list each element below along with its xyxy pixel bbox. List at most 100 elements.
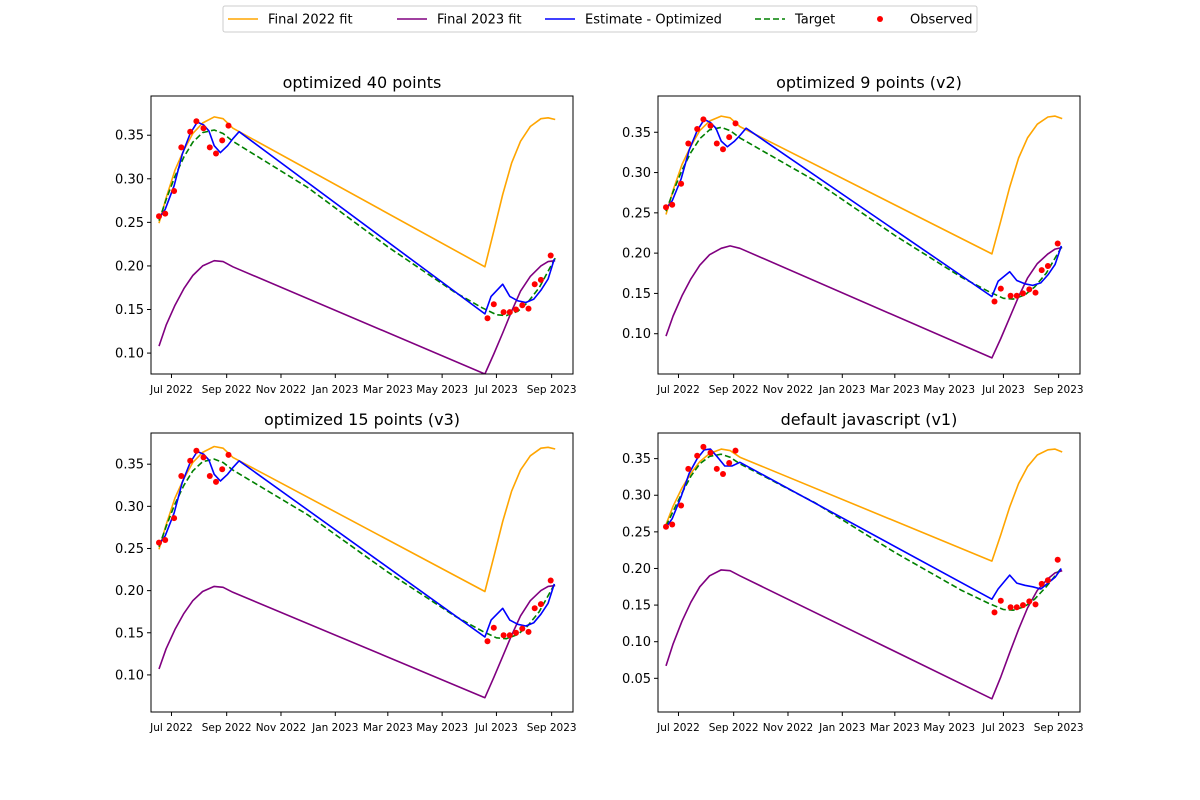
observed-point — [700, 443, 707, 450]
x-tick-label: Nov 2022 — [256, 722, 307, 734]
y-axis: 0.10 0.15 0.20 0.25 0.30 0.35 — [115, 458, 151, 683]
x-tick-label: Jul 2022 — [149, 384, 193, 396]
observed-point — [200, 454, 207, 461]
observed-point — [991, 298, 998, 305]
observed-point — [213, 150, 219, 157]
y-tick-label: 0.15 — [622, 599, 651, 614]
series-line-estimate-optimized — [665, 448, 1062, 600]
observed-point — [1007, 292, 1014, 299]
observed-point — [1013, 292, 1020, 299]
y-tick-label: 0.30 — [622, 489, 651, 504]
observed-point — [991, 609, 998, 616]
legend-frame — [222, 5, 978, 33]
x-axis: Jul 2022 Sep 2022 Nov 2022 Jan 2023 Mar 2023… — [149, 712, 577, 734]
y-tick-label: 0.35 — [115, 458, 144, 473]
observed-point — [1026, 598, 1033, 605]
x-tick-label: Jul 2023 — [474, 722, 518, 734]
observed-point — [171, 515, 178, 522]
observed-point — [490, 624, 497, 631]
series-line-final-2022-fit — [665, 448, 1063, 562]
observed-point — [206, 473, 213, 479]
x-axis: Jul 2022 Sep 2022 Nov 2022 Jan 2023 Mar 2023… — [656, 712, 1084, 734]
series-observed — [663, 116, 1061, 305]
chart-title: default javascript (v1) — [781, 410, 958, 429]
observed-point — [1032, 601, 1039, 608]
series-line-final-2022-fit — [665, 115, 1063, 255]
legend-entry-observed: Observed — [877, 13, 973, 28]
legend-entry-final-2023-fit: Final 2023 fit — [397, 13, 522, 28]
x-tick-label: Sep 2022 — [202, 384, 252, 396]
y-tick-label: 0.20 — [115, 259, 144, 274]
y-tick-label: 0.35 — [622, 126, 651, 141]
x-tick-label: Mar 2023 — [363, 384, 413, 396]
x-tick-label: May 2023 — [416, 384, 468, 396]
y-tick-label: 0.10 — [115, 347, 144, 362]
x-tick-label: Jan 2023 — [311, 722, 358, 734]
observed-point — [513, 306, 519, 313]
series-observed — [156, 447, 554, 645]
y-tick-label: 0.25 — [622, 206, 651, 221]
series-line-estimate-optimized — [158, 121, 556, 315]
chart-panel-optimized-9-points-v2: optimized 9 points (v2)0.100.150.200.250… — [622, 73, 1084, 396]
observed-point — [1026, 286, 1033, 293]
x-axis: Jul 2022 Sep 2022 Nov 2022 Jan 2023 Mar 2023… — [656, 374, 1084, 396]
observed-point — [732, 447, 739, 454]
legend-label: Target — [794, 13, 835, 28]
observed-point — [547, 252, 554, 259]
chart-title: optimized 40 points — [283, 73, 442, 92]
y-tick-label: 0.25 — [115, 216, 144, 231]
y-tick-label: 0.05 — [622, 672, 651, 687]
x-tick-label: Jul 2022 — [656, 384, 700, 396]
observed-point — [726, 134, 733, 141]
observed-point — [1044, 577, 1051, 584]
y-tick-label: 0.35 — [622, 452, 651, 467]
observed-point — [726, 460, 733, 466]
observed-point — [720, 471, 726, 477]
observed-point — [694, 126, 701, 132]
x-tick-label: Jul 2023 — [981, 384, 1025, 396]
observed-point — [663, 204, 669, 211]
observed-point — [694, 452, 701, 459]
series-line-estimate-optimized — [665, 118, 1063, 298]
chart-panel-optimized-15-points-v3: optimized 15 points (v3) 0.10 0.15 0.20 0.25… — [115, 410, 577, 734]
series-line-target — [158, 458, 556, 640]
x-tick-label: Mar 2023 — [363, 722, 413, 734]
observed-point — [1038, 267, 1045, 274]
x-tick-label: Sep 2023 — [1034, 384, 1084, 396]
y-axis: 0.05 0.10 0.15 0.20 0.25 0.30 0.35 — [622, 452, 658, 687]
observed-point — [500, 309, 507, 316]
plot-area — [663, 443, 1063, 700]
observed-point — [663, 523, 669, 530]
x-tick-label: Nov 2022 — [763, 722, 814, 734]
observed-point — [1054, 240, 1061, 247]
y-tick-label: 0.20 — [622, 562, 651, 577]
observed-point — [193, 118, 200, 125]
x-tick-label: Sep 2023 — [1034, 722, 1084, 734]
observed-point — [997, 285, 1004, 292]
legend-label: Observed — [910, 13, 973, 28]
series-line-target — [665, 453, 1063, 611]
x-tick-label: May 2023 — [923, 722, 975, 734]
x-tick-label: Jul 2022 — [656, 722, 700, 734]
series-line-final-2023-fit — [158, 259, 556, 374]
x-tick-label: Jan 2023 — [818, 722, 865, 734]
observed-point — [193, 447, 200, 454]
observed-point — [1007, 604, 1014, 611]
observed-point — [1032, 289, 1039, 296]
x-tick-label: Jul 2023 — [981, 722, 1025, 734]
observed-point — [997, 597, 1004, 604]
observed-point — [547, 577, 554, 584]
legend-entry-estimate-optimized: Estimate - Optimized — [545, 13, 722, 28]
y-axis: 0.10 0.15 0.20 0.25 0.30 0.35 — [115, 129, 151, 362]
y-tick-label: 0.20 — [115, 584, 144, 599]
series-line-final-2022-fit — [158, 445, 556, 593]
x-tick-label: Nov 2022 — [763, 384, 814, 396]
x-tick-label: Sep 2022 — [709, 384, 759, 396]
y-tick-label: 0.15 — [622, 287, 651, 302]
y-tick-label: 0.25 — [115, 542, 144, 557]
observed-point — [156, 213, 162, 220]
y-tick-label: 0.20 — [622, 247, 651, 262]
plot-area — [156, 445, 556, 699]
y-axis: 0.10 0.15 0.20 0.25 0.30 0.35 — [622, 126, 658, 342]
legend-label: Estimate - Optimized — [585, 13, 722, 28]
